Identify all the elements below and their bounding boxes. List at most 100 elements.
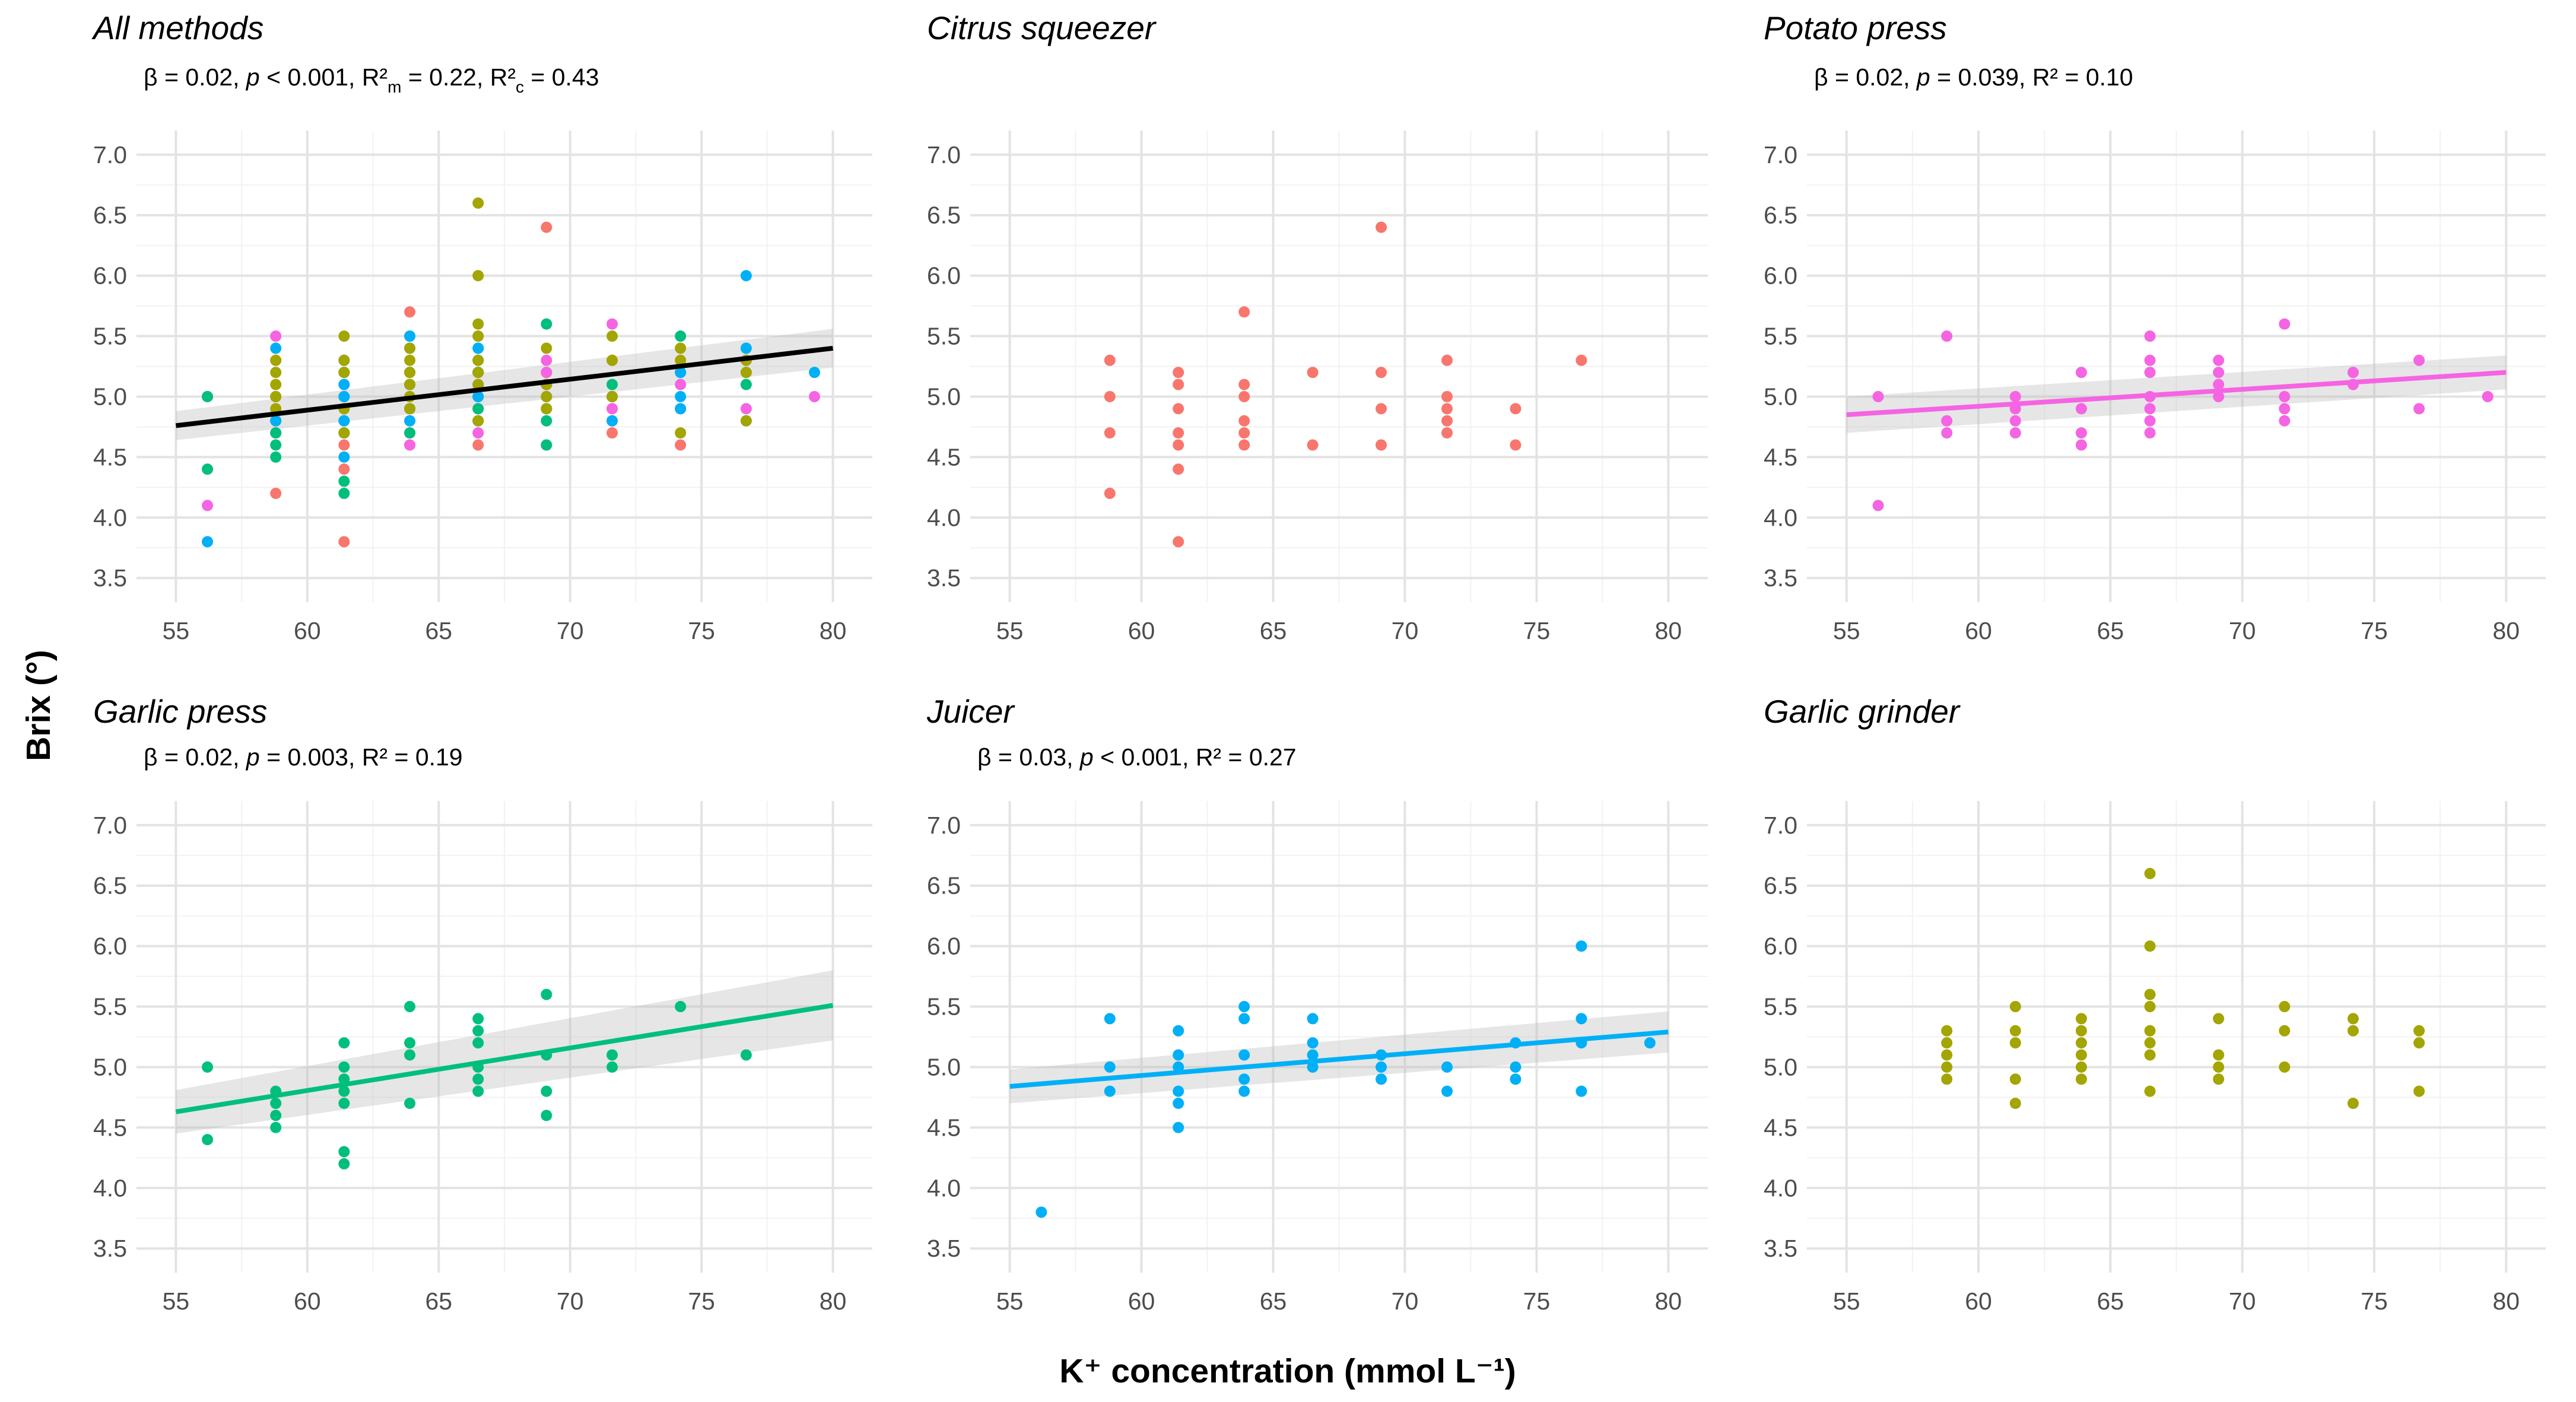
point-potato [2009, 415, 2021, 427]
point-potato [2144, 415, 2156, 427]
point-potato [2144, 367, 2156, 379]
x-tick-label: 65 [425, 617, 452, 644]
point-potato [2144, 354, 2156, 366]
point-juicer [1173, 1098, 1184, 1109]
point-citrus [1441, 427, 1453, 439]
point-juicer [270, 415, 282, 427]
point-garlic_grinder [270, 379, 282, 390]
point-garlic_grinder [2144, 1085, 2156, 1097]
point-garlic_grinder [270, 367, 282, 379]
point-citrus [1238, 379, 1250, 390]
point-garlic_grinder [2347, 1098, 2359, 1109]
point-garlic_press [338, 488, 350, 500]
point-citrus [606, 427, 618, 439]
point-juicer [740, 270, 752, 282]
point-garlic_press [202, 463, 214, 475]
y-tick-label: 6.5 [93, 202, 127, 229]
y-tick-label: 5.0 [927, 1053, 961, 1080]
point-garlic_press [675, 1001, 687, 1013]
point-citrus [1510, 439, 1522, 451]
x-tick-label: 70 [557, 617, 584, 644]
point-garlic_grinder [2144, 867, 2156, 879]
point-potato [1941, 427, 1953, 439]
points [202, 197, 821, 548]
panel-title: Juicer [926, 693, 1015, 730]
point-garlic_grinder [404, 403, 416, 415]
y-tick-label: 4.0 [1764, 504, 1797, 531]
x-tick-label: 55 [1833, 617, 1860, 644]
x-tick-label: 75 [688, 617, 715, 644]
panel-title: Garlic press [93, 693, 267, 730]
point-garlic_press [541, 439, 552, 451]
x-tick-label: 55 [163, 1287, 190, 1315]
y-tick-label: 6.5 [1764, 872, 1797, 899]
point-citrus [338, 439, 350, 451]
grid [136, 131, 872, 602]
panel-juicer: 55 60 65 70 75 80 3.5 4.0 4.5 5.0 5.5 6.0 6.5 7.0 Juic… [926, 693, 1708, 1315]
grid [970, 801, 1708, 1273]
y-tick-label: 4.5 [93, 1114, 127, 1141]
point-garlic_grinder [472, 318, 484, 330]
point-potato [740, 403, 752, 415]
point-garlic_grinder [2347, 1013, 2359, 1025]
point-potato [2075, 367, 2087, 379]
point-potato [2279, 390, 2291, 402]
x-tick-label: 70 [1392, 617, 1419, 644]
x-tick-label: 75 [688, 1287, 715, 1315]
point-garlic_grinder [1941, 1061, 1953, 1073]
point-juicer [1307, 1061, 1319, 1073]
point-citrus [1441, 354, 1453, 366]
point-citrus [338, 463, 350, 475]
point-garlic_press [270, 439, 282, 451]
point-juicer [472, 342, 484, 354]
panel-title: All methods [91, 9, 263, 46]
point-garlic_press [541, 988, 552, 1000]
point-garlic_press [404, 1098, 416, 1109]
y-tick-label: 5.0 [927, 383, 961, 410]
point-potato [2213, 390, 2225, 402]
point-potato [809, 390, 821, 402]
point-juicer [606, 415, 618, 427]
x-tick-label: 60 [294, 617, 321, 644]
point-citrus [1104, 390, 1116, 402]
point-garlic_grinder [472, 270, 484, 282]
point-garlic_grinder [2413, 1085, 2425, 1097]
point-garlic_press [541, 415, 552, 427]
panel-title: Citrus squeezer [927, 9, 1157, 46]
point-potato [2075, 403, 2087, 415]
point-garlic_grinder [1941, 1037, 1953, 1049]
y-tick-label: 4.5 [1764, 1114, 1797, 1141]
point-garlic_grinder [338, 427, 350, 439]
point-garlic_press [270, 427, 282, 439]
y-tick-label: 6.5 [1764, 202, 1797, 229]
points [1036, 940, 1656, 1218]
y-tick-label: 5.5 [1764, 993, 1797, 1020]
point-garlic_grinder [606, 354, 618, 366]
y-tick-label: 6.0 [93, 262, 127, 290]
panel-stats: β = 0.02, p = 0.039, R² = 0.10 [1814, 63, 2133, 91]
point-juicer [338, 415, 350, 427]
point-potato [2482, 390, 2494, 402]
point-garlic_press [472, 1085, 484, 1097]
point-garlic_press [202, 390, 214, 402]
point-garlic_grinder [2075, 1013, 2087, 1025]
y-tick-label: 6.0 [93, 933, 127, 960]
point-garlic_grinder [2144, 940, 2156, 952]
point-juicer [1307, 1049, 1319, 1061]
point-juicer [1104, 1085, 1116, 1097]
panel-garlic-grinder: 55 60 65 70 75 80 3.5 4.0 4.5 5.0 5.5 6.0 6.5 7.0 Garl… [1764, 693, 2546, 1315]
point-garlic_grinder [472, 197, 484, 209]
point-garlic_grinder [2413, 1037, 2425, 1049]
point-garlic_grinder [2009, 1073, 2021, 1085]
point-garlic_grinder [472, 330, 484, 342]
panel-stats: β = 0.02, p < 0.001, R²m = 0.22, R²c = 0… [144, 63, 599, 96]
point-juicer [1307, 1013, 1319, 1025]
point-juicer [1238, 1001, 1250, 1013]
point-juicer [1441, 1061, 1453, 1073]
point-garlic_press [270, 1098, 282, 1109]
point-citrus [1173, 379, 1184, 390]
point-garlic_press [202, 1061, 214, 1073]
point-juicer [1173, 1121, 1184, 1133]
y-tick-label: 3.5 [927, 1235, 961, 1262]
